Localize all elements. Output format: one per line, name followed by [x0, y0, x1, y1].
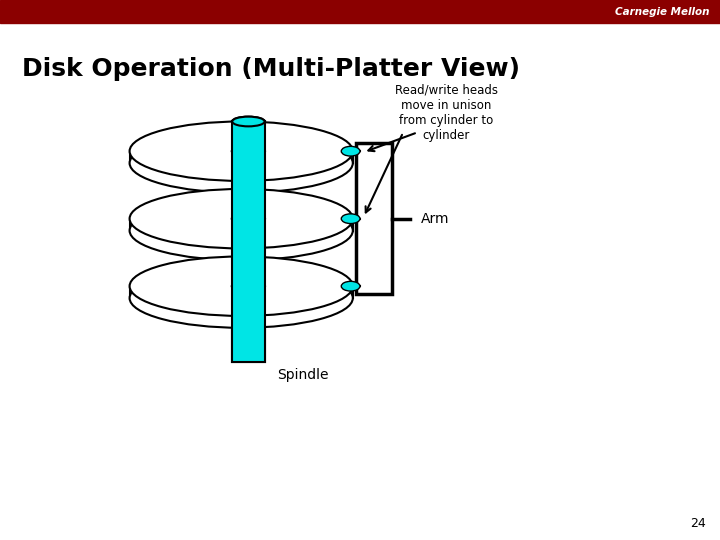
Ellipse shape [232, 117, 265, 126]
Ellipse shape [130, 256, 353, 316]
Ellipse shape [130, 268, 353, 328]
Ellipse shape [130, 133, 353, 193]
Ellipse shape [231, 281, 266, 292]
Ellipse shape [130, 189, 353, 248]
Ellipse shape [130, 122, 353, 181]
Text: Carnegie Mellon: Carnegie Mellon [615, 6, 709, 17]
Text: Arm: Arm [421, 212, 450, 226]
Text: Spindle: Spindle [277, 368, 329, 382]
Ellipse shape [130, 201, 353, 260]
Text: Read/write heads
move in unison
from cylinder to
cylinder: Read/write heads move in unison from cyl… [395, 84, 498, 141]
FancyBboxPatch shape [130, 219, 353, 231]
Bar [356, 143, 392, 294]
Ellipse shape [341, 281, 360, 291]
FancyBboxPatch shape [130, 286, 353, 298]
Bar [0, 0, 720, 23]
Bar [232, 122, 265, 362]
Text: 24: 24 [690, 517, 706, 530]
Ellipse shape [232, 117, 265, 126]
Bar [232, 122, 265, 362]
Ellipse shape [341, 146, 360, 156]
FancyBboxPatch shape [130, 151, 353, 163]
Text: Disk Operation (Multi-Platter View): Disk Operation (Multi-Platter View) [22, 57, 520, 80]
Ellipse shape [231, 213, 266, 224]
Ellipse shape [341, 214, 360, 224]
Ellipse shape [231, 146, 266, 157]
